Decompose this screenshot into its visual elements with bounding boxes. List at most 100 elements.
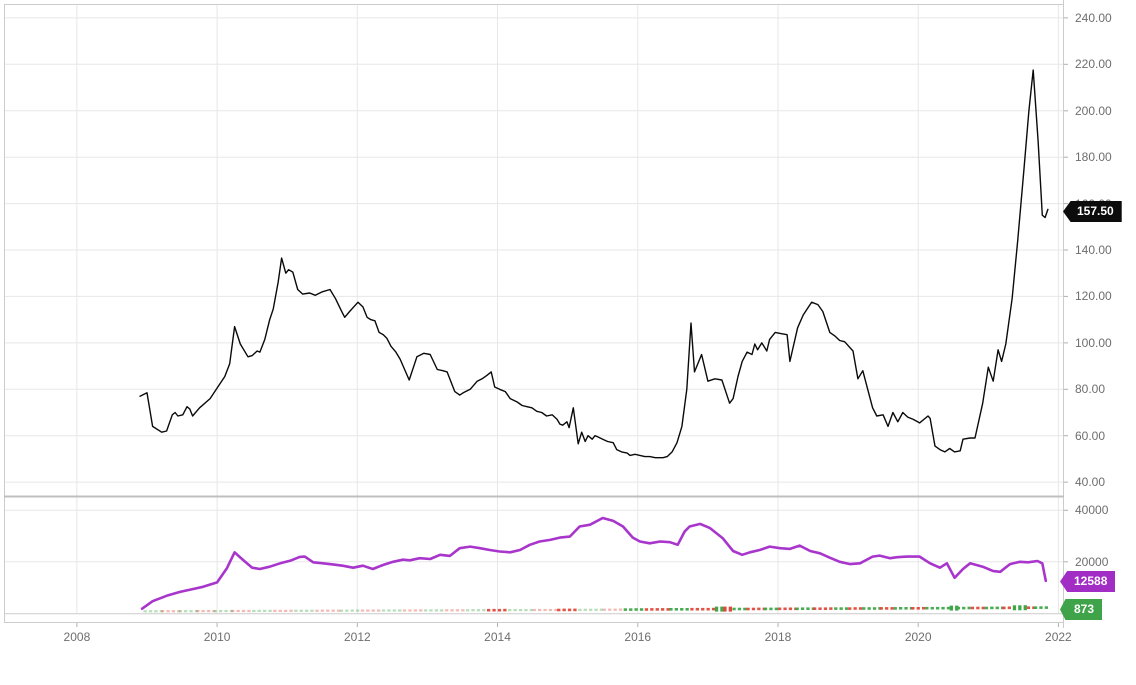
dashed-series-segment	[345, 609, 349, 612]
time-axis[interactable]: 2008 2010 2012 2014 2016 2018 2020 2022	[0, 623, 1136, 685]
dashed-series-segment	[680, 608, 684, 611]
dashed-series-segment	[885, 607, 889, 610]
dashed-series-segment	[669, 608, 673, 611]
dashed-series-segment	[278, 609, 282, 612]
dashed-series-segment	[1007, 606, 1011, 610]
dashed-series-segment	[440, 609, 444, 612]
dashed-series-segment	[434, 609, 438, 612]
dashed-series-segment	[336, 609, 341, 612]
dashed-series-segment	[685, 608, 689, 611]
dashed-series-segment	[518, 609, 523, 612]
dashed-series-segment	[159, 610, 163, 613]
dashed-series-segment	[763, 607, 768, 611]
dashed-series-segment	[148, 610, 153, 613]
dashed-series-segment	[578, 608, 582, 611]
green-series-badge: 873	[1060, 599, 1103, 620]
dashed-series-segment	[189, 610, 193, 613]
dashed-series-segment	[1044, 606, 1048, 609]
dashed-series-segment	[650, 608, 654, 611]
lower-axis-label: 40000	[1075, 503, 1109, 518]
dashed-series-segment	[639, 608, 644, 611]
dashed-series-segment	[644, 608, 649, 611]
dashed-series-segment	[1039, 606, 1043, 609]
dashed-series-segment	[893, 607, 897, 610]
dashed-series-segment	[257, 609, 261, 612]
dashed-series-segment	[1033, 606, 1038, 609]
dashed-series-segment	[326, 609, 330, 612]
dashed-series-segment	[263, 609, 267, 612]
dashed-series-segment	[315, 609, 319, 612]
dashed-series-segment	[879, 607, 883, 610]
dashed-series-segment	[608, 608, 612, 611]
dashed-series-segment	[289, 609, 293, 612]
dashed-series-segment	[166, 610, 170, 613]
dashed-series-segment	[737, 607, 742, 611]
dashed-series-segment	[990, 606, 994, 610]
price-axis[interactable]: 240.00220.00200.00180.00160.00140.00120.…	[1064, 0, 1136, 623]
dashed-series-segment	[231, 609, 235, 613]
dashed-series-segment	[247, 609, 251, 613]
dashed-series-segment	[899, 607, 903, 610]
dashed-series-segment	[634, 608, 638, 611]
dashed-series-segment	[201, 610, 205, 613]
dashed-series-segment	[154, 610, 158, 613]
dashed-series-segment	[829, 607, 833, 610]
dashed-series-segment	[371, 609, 375, 612]
dashed-series-segment	[949, 605, 953, 611]
dashed-series-segment	[911, 607, 915, 610]
dashed-series-segment	[746, 607, 750, 611]
dashed-series-segment	[573, 608, 577, 612]
dashed-series-segment	[1023, 605, 1027, 611]
dashed-series-segment	[728, 606, 732, 612]
dashed-series-segment	[356, 609, 360, 612]
dashed-series-segment	[331, 609, 335, 612]
dashed-series-segment	[701, 607, 705, 611]
price-axis-label: 60.00	[1075, 428, 1106, 443]
dashed-series-segment	[1002, 606, 1006, 610]
dashed-series-segment	[769, 607, 773, 611]
dashed-series-segment	[981, 606, 985, 610]
dashed-series-segment	[743, 607, 747, 611]
dashed-series-segment	[241, 609, 246, 613]
dashed-series-segment	[194, 610, 199, 613]
x-axis-label: 2014	[484, 630, 511, 644]
dashed-series-segment	[623, 608, 627, 611]
dashed-series-segment	[350, 609, 354, 612]
dashed-series-segment	[196, 610, 200, 613]
dashed-series-segment	[455, 609, 460, 612]
price-axis-label: 200.00	[1075, 103, 1112, 118]
dashed-series-segment	[930, 606, 934, 610]
dashed-series-segment	[461, 609, 465, 612]
dashed-series-segment	[941, 606, 945, 610]
dashed-series-segment	[429, 609, 433, 612]
dashed-series-segment	[583, 608, 587, 611]
dashed-series-segment	[171, 610, 176, 613]
dashed-series-segment	[589, 608, 593, 611]
dashed-series-segment	[1018, 605, 1022, 611]
dashed-series-segment	[602, 608, 606, 611]
dashed-series-segment	[711, 607, 716, 611]
dashed-series-segment	[567, 608, 572, 612]
dashed-series-segment	[655, 608, 659, 611]
dashed-series-segment	[213, 610, 217, 613]
dashed-series-segment	[143, 610, 147, 613]
dashed-series-segment	[956, 606, 960, 610]
dashed-series-segment	[844, 607, 849, 610]
dashed-series-segment	[848, 607, 852, 610]
dashed-series-segment	[984, 606, 989, 610]
dashed-series-segment	[229, 609, 234, 613]
dashed-series-segment	[613, 608, 617, 611]
dashed-series-segment	[497, 608, 502, 612]
x-axis-label: 2018	[764, 630, 792, 644]
dashed-series-segment	[377, 609, 381, 612]
dashed-series-segment	[936, 606, 940, 610]
dashed-series-segment	[492, 608, 496, 612]
dashed-series-segment	[236, 609, 240, 613]
dashed-series-segment	[366, 609, 370, 612]
dashed-series-segment	[476, 609, 481, 612]
dashed-series-segment	[177, 610, 181, 613]
price-axis-label: 180.00	[1075, 150, 1112, 165]
dashed-series-segment	[392, 609, 396, 612]
